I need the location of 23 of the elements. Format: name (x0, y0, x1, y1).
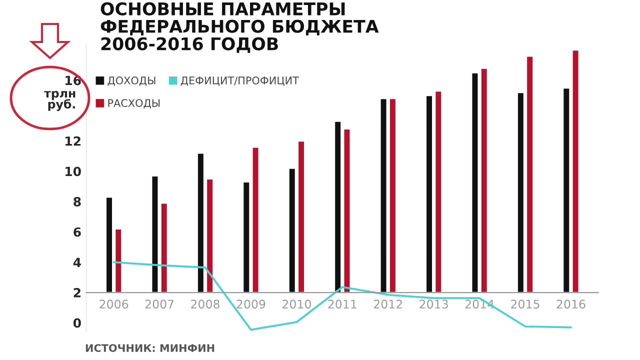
y-tick-label: 10 (66, 166, 81, 176)
y-tick-label: 6 (74, 227, 81, 237)
x-tick-label: 2011 (328, 300, 356, 309)
x-tick-label: 2015 (511, 300, 540, 309)
text: ИСТОЧНИК: МИНФИН (86, 344, 214, 352)
x-tick-label: 2006 (100, 300, 128, 309)
y-tick-label: 2 (74, 288, 80, 298)
legend-label: РАСХОДЫ (108, 99, 160, 108)
x-tick-label: 2009 (236, 300, 266, 309)
x-tick-label: 2012 (374, 300, 402, 309)
x-tick-label: 2008 (191, 300, 220, 309)
y-tick-label: 0 (73, 318, 81, 328)
y-tick-label: 8 (74, 197, 81, 206)
x-tick-label: 2010 (282, 300, 311, 309)
chart-title: ОСНОВНЫЕ ПАРАМЕТРЫ ФЕДЕРАЛЬНОГО БЮДЖЕТА 2006-2016 ГОДОВ (100, 2, 379, 53)
legend-label: ДОХОДЫ (108, 76, 156, 86)
y-tick-label: 12 (66, 136, 80, 146)
y-axis-title: трлн руб. (44, 90, 76, 111)
y-tick-label: 4 (73, 258, 81, 267)
x-tick-label: 2007 (145, 300, 174, 309)
x-tick-label: 2016 (556, 300, 586, 309)
x-tick-label: 2013 (420, 300, 448, 309)
legend-label: ДЕФИЦИТ/ПРОФИЦИТ (180, 76, 299, 86)
